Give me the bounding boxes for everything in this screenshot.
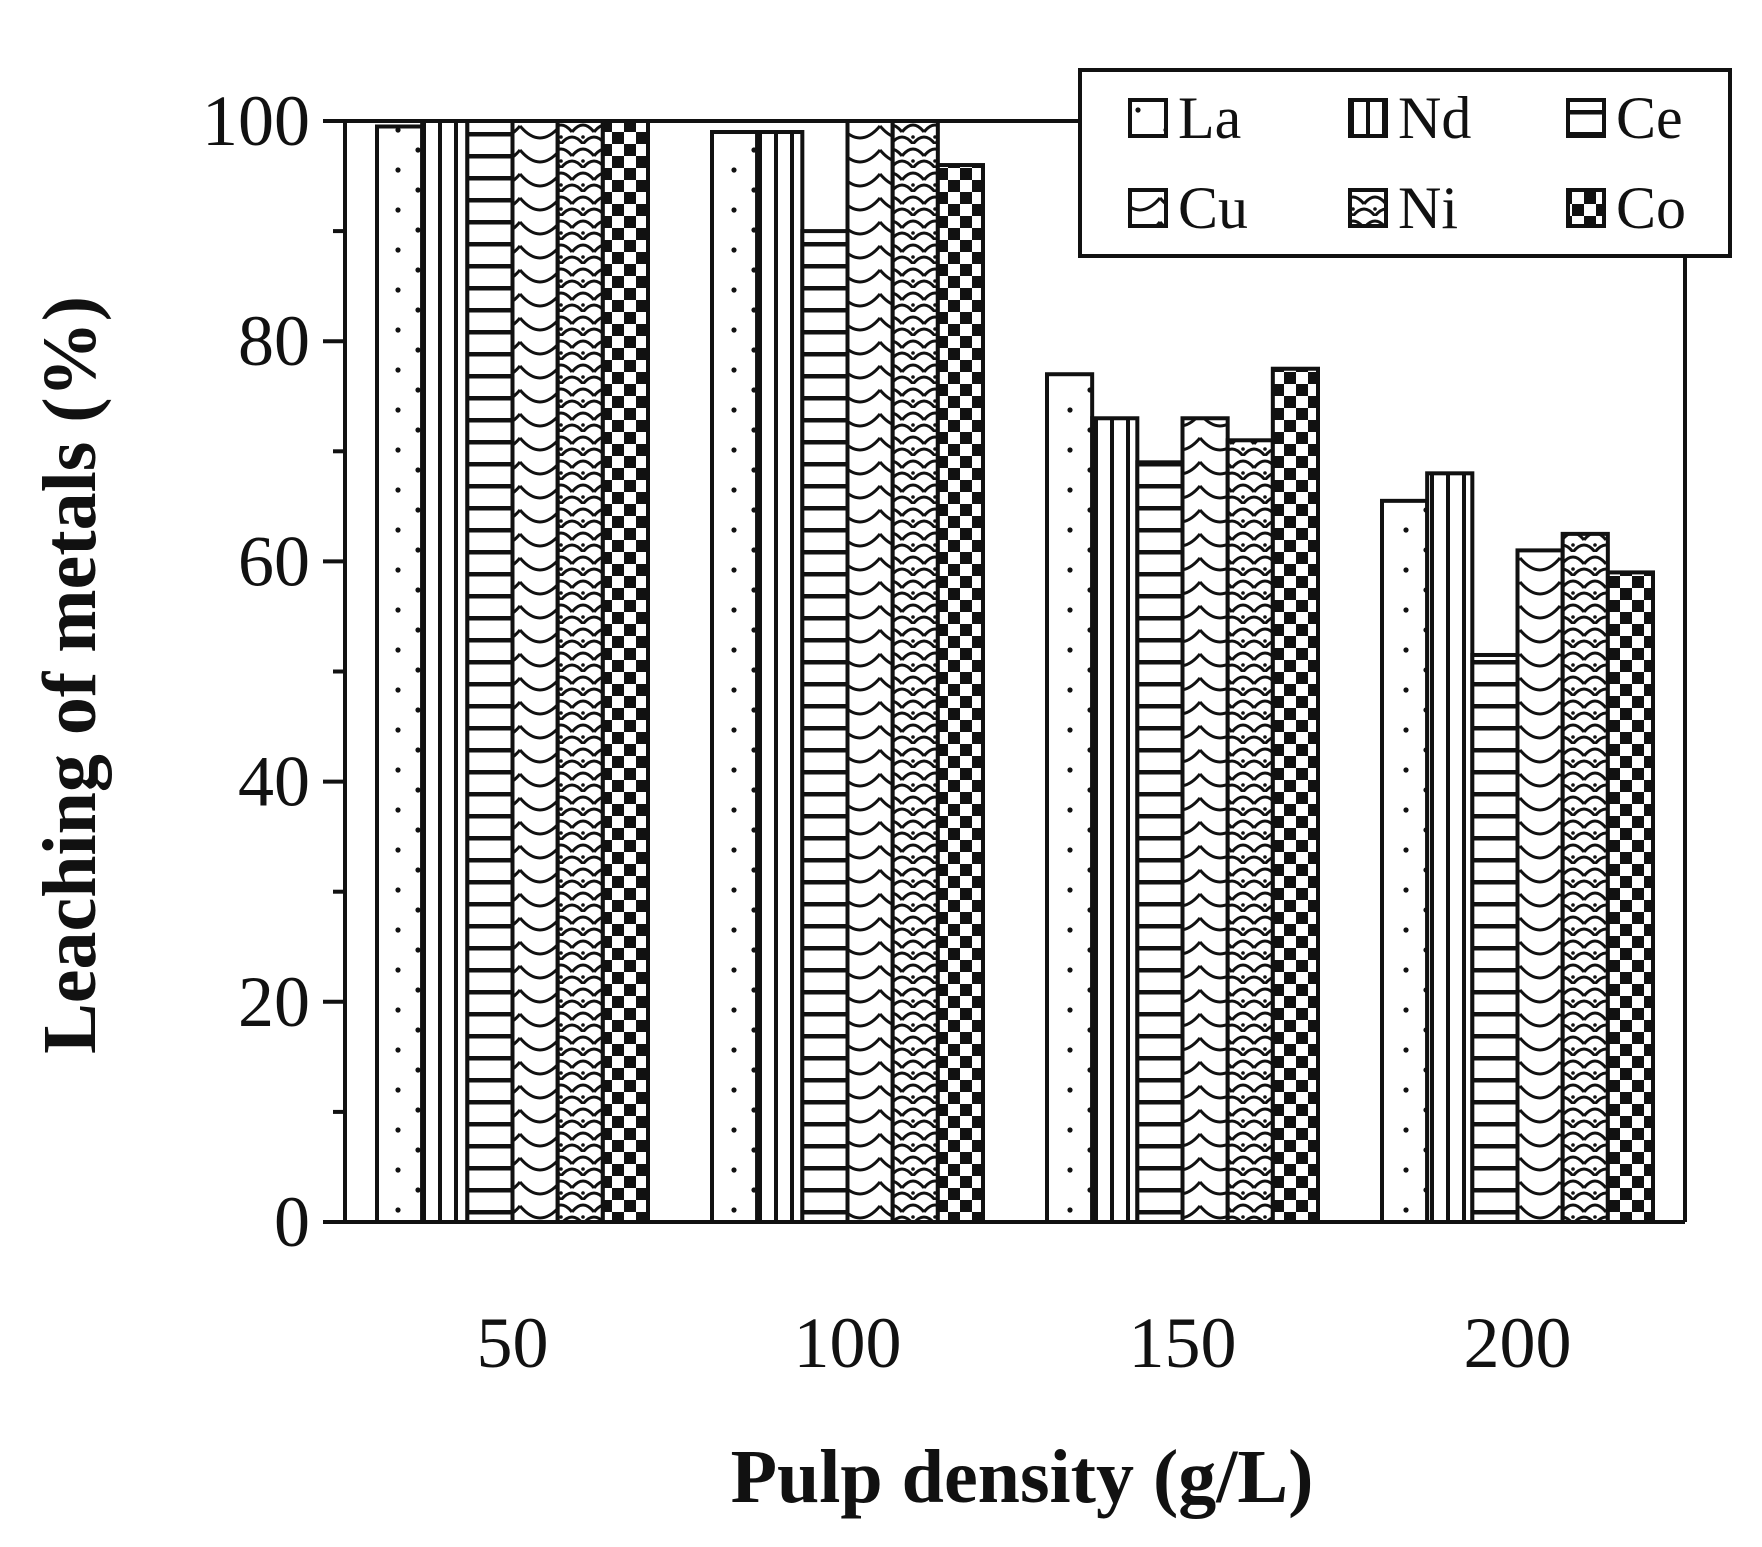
bar-co-150 bbox=[1270, 366, 1321, 1225]
legend: La Nd Ce Cu Ni Co bbox=[1078, 68, 1732, 258]
y-tick-label: 80 bbox=[238, 301, 310, 381]
x-axis-title: Pulp density (g/L) bbox=[731, 1435, 1314, 1519]
legend-swatch-ni bbox=[1348, 188, 1388, 228]
bar-ce-200 bbox=[1470, 652, 1520, 1224]
legend-label-ce: Ce bbox=[1616, 85, 1683, 151]
y-tick-label: 60 bbox=[238, 521, 310, 601]
legend-label-la: La bbox=[1178, 85, 1241, 151]
bar-cu-50 bbox=[510, 119, 560, 1224]
bar-ce-50 bbox=[465, 119, 515, 1224]
bar-cu-150 bbox=[1180, 416, 1230, 1224]
bar-la-200 bbox=[1380, 498, 1430, 1225]
x-tick-label: 200 bbox=[1464, 1303, 1572, 1383]
bar-ni-150 bbox=[1225, 438, 1275, 1225]
x-tick-label: 50 bbox=[477, 1303, 549, 1383]
bar-la-50 bbox=[375, 124, 425, 1224]
y-tick-label: 40 bbox=[238, 742, 310, 822]
legend-box bbox=[1078, 68, 1732, 258]
legend-swatch-nd bbox=[1348, 98, 1388, 138]
x-ticks-group: 50 100 150 200 bbox=[477, 1303, 1572, 1383]
bar-ni-200 bbox=[1560, 531, 1610, 1224]
legend-label-co: Co bbox=[1616, 175, 1686, 241]
y-tick-label: 0 bbox=[274, 1182, 310, 1262]
legend-swatch-ce bbox=[1566, 98, 1606, 138]
x-tick-label: 100 bbox=[794, 1303, 902, 1383]
x-tick-label: 150 bbox=[1129, 1303, 1237, 1383]
legend-label-nd: Nd bbox=[1398, 85, 1471, 151]
bar-nd-100 bbox=[755, 130, 805, 1224]
bar-co-100 bbox=[935, 163, 985, 1224]
bar-la-150 bbox=[1045, 372, 1095, 1225]
bar-nd-150 bbox=[1090, 416, 1140, 1224]
legend-swatch-co bbox=[1566, 188, 1606, 228]
bar-nd-200 bbox=[1425, 471, 1475, 1224]
bar-cu-100 bbox=[845, 119, 895, 1224]
y-ticks-group: 0 20 40 60 80 100 bbox=[202, 81, 345, 1262]
legend-label-cu: Cu bbox=[1178, 175, 1248, 241]
legend-swatch-la bbox=[1128, 98, 1168, 138]
bar-co-50 bbox=[600, 119, 650, 1224]
bar-co-200 bbox=[1605, 570, 1656, 1224]
bar-nd-50 bbox=[420, 119, 470, 1224]
bar-ce-100 bbox=[800, 229, 850, 1225]
y-axis-title: Leaching of metals (%) bbox=[28, 296, 112, 1054]
bar-ce-150 bbox=[1135, 460, 1185, 1224]
legend-swatch-cu bbox=[1128, 188, 1168, 228]
bar-cu-200 bbox=[1515, 548, 1565, 1224]
bar-la-100 bbox=[710, 130, 760, 1224]
bar-ni-50 bbox=[555, 119, 605, 1224]
y-tick-label: 100 bbox=[202, 81, 310, 161]
legend-label-ni: Ni bbox=[1398, 175, 1458, 241]
bar-ni-100 bbox=[890, 119, 940, 1224]
y-tick-label: 20 bbox=[238, 962, 310, 1042]
bars-group bbox=[375, 119, 1656, 1225]
